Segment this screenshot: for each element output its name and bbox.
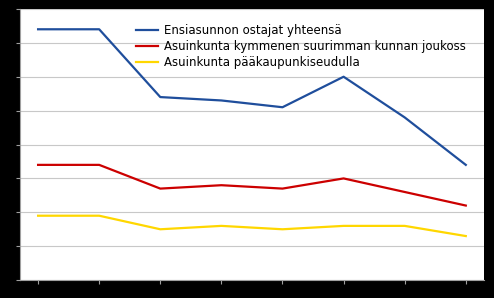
Asuinkunta pääkaupunkiseudulla bbox=[96, 214, 102, 218]
Ensiasunnon ostajat yhteensä bbox=[280, 105, 286, 109]
Asuinkunta kymmenen suurimman kunnan joukoss bbox=[218, 183, 224, 187]
Asuinkunta kymmenen suurimman kunnan joukoss bbox=[96, 163, 102, 167]
Line: Asuinkunta kymmenen suurimman kunnan joukoss: Asuinkunta kymmenen suurimman kunnan jou… bbox=[38, 165, 466, 206]
Asuinkunta pääkaupunkiseudulla bbox=[157, 227, 163, 231]
Asuinkunta pääkaupunkiseudulla bbox=[218, 224, 224, 228]
Ensiasunnon ostajat yhteensä bbox=[463, 163, 469, 167]
Asuinkunta kymmenen suurimman kunnan joukoss bbox=[341, 177, 347, 180]
Legend: Ensiasunnon ostajat yhteensä, Asuinkunta kymmenen suurimman kunnan joukoss, Asui: Ensiasunnon ostajat yhteensä, Asuinkunta… bbox=[133, 20, 469, 72]
Ensiasunnon ostajat yhteensä bbox=[402, 116, 408, 119]
Ensiasunnon ostajat yhteensä bbox=[218, 99, 224, 102]
Asuinkunta pääkaupunkiseudulla bbox=[35, 214, 41, 218]
Asuinkunta kymmenen suurimman kunnan joukoss bbox=[157, 187, 163, 190]
Asuinkunta pääkaupunkiseudulla bbox=[280, 227, 286, 231]
Asuinkunta pääkaupunkiseudulla bbox=[463, 234, 469, 238]
Ensiasunnon ostajat yhteensä bbox=[341, 75, 347, 78]
Asuinkunta kymmenen suurimman kunnan joukoss bbox=[402, 190, 408, 194]
Asuinkunta kymmenen suurimman kunnan joukoss bbox=[35, 163, 41, 167]
Ensiasunnon ostajat yhteensä bbox=[157, 95, 163, 99]
Ensiasunnon ostajat yhteensä bbox=[96, 27, 102, 31]
Ensiasunnon ostajat yhteensä bbox=[35, 27, 41, 31]
Asuinkunta kymmenen suurimman kunnan joukoss bbox=[280, 187, 286, 190]
Asuinkunta kymmenen suurimman kunnan joukoss bbox=[463, 204, 469, 207]
Asuinkunta pääkaupunkiseudulla bbox=[402, 224, 408, 228]
Asuinkunta pääkaupunkiseudulla bbox=[341, 224, 347, 228]
Line: Ensiasunnon ostajat yhteensä: Ensiasunnon ostajat yhteensä bbox=[38, 29, 466, 165]
Line: Asuinkunta pääkaupunkiseudulla: Asuinkunta pääkaupunkiseudulla bbox=[38, 216, 466, 236]
